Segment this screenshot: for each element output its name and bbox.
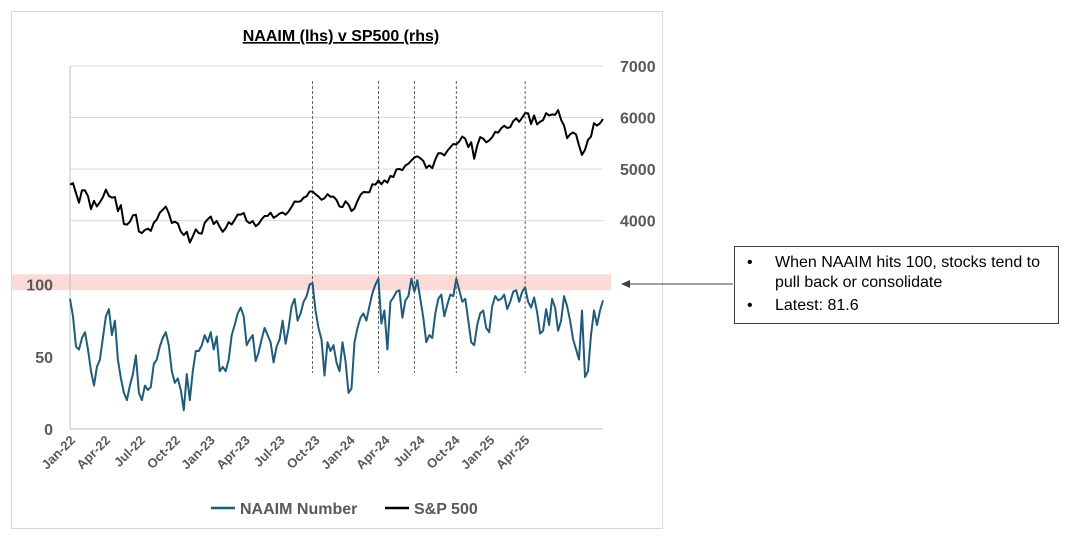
annotation-bullet-1: When NAAIM hits 100, stocks tend to pull… (745, 253, 1050, 293)
x-tick-jul-23: Jul-23 (251, 433, 288, 470)
x-tick-jul-22: Jul-22 (111, 433, 148, 470)
left-tick-0: 0 (44, 422, 53, 439)
right-tick-5000: 5000 (620, 162, 656, 179)
annotation-box: When NAAIM hits 100, stocks tend to pull… (734, 246, 1059, 324)
legend-naaim-label: NAAIM Number (240, 501, 357, 518)
right-tick-6000: 6000 (620, 111, 656, 128)
x-tick-oct-22: Oct-22 (144, 433, 183, 472)
chart-svg: 0501004000500060007000Jan-22Apr-22Jul-22… (12, 28, 656, 518)
x-tick-oct-23: Oct-23 (284, 433, 323, 472)
x-tick-jan-25: Jan-25 (458, 433, 498, 473)
right-tick-7000: 7000 (620, 59, 656, 76)
x-tick-apr-22: Apr-22 (73, 433, 113, 473)
x-tick-apr-24: Apr-24 (353, 432, 393, 472)
left-tick-100: 100 (26, 278, 53, 295)
x-tick-jul-24: Jul-24 (390, 432, 428, 470)
x-tick-jan-24: Jan-24 (318, 432, 358, 472)
chart-title: NAAIM (lhs) v SP500 (rhs) (243, 28, 439, 45)
x-tick-jan-23: Jan-23 (178, 433, 218, 473)
sp500-series-line (69, 109, 604, 244)
x-tick-apr-25: Apr-25 (493, 433, 533, 473)
highlight-band (12, 274, 611, 291)
legend-sp500-label: S&P 500 (414, 501, 478, 518)
naaim-series-line (69, 277, 604, 412)
x-tick-apr-23: Apr-23 (213, 433, 253, 473)
annotation-bullet-2: Latest: 81.6 (745, 296, 1050, 316)
chart-area: 0 50 100 4000 5000 6000 7000 Jan-22 Apr-22 Jul-22… (11, 11, 663, 529)
left-tick-50: 50 (35, 350, 53, 367)
x-tick-oct-24: Oct-24 (423, 432, 463, 472)
right-tick-4000: 4000 (620, 214, 656, 231)
